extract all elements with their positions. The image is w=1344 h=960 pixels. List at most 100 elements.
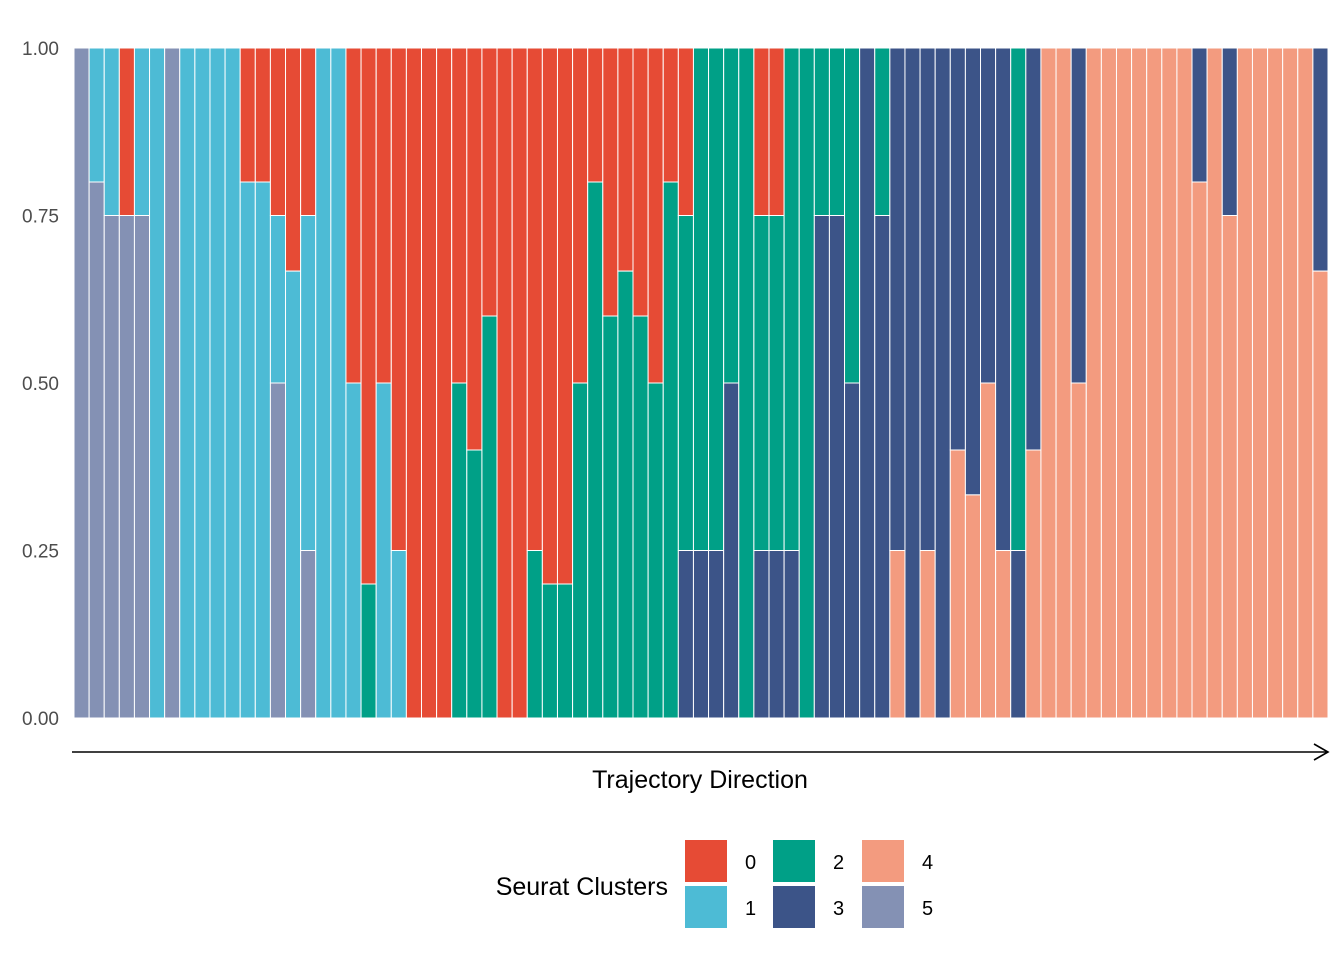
bar-segment-cluster-1 <box>133 47 151 216</box>
bar-segment-cluster-2 <box>541 583 558 719</box>
bar-segment-cluster-3 <box>844 382 861 719</box>
legend-label-1: 1 <box>745 898 756 920</box>
bar-segment-cluster-2 <box>526 550 543 719</box>
bar-segment-cluster-5 <box>300 550 317 719</box>
bar-segment-cluster-1 <box>224 47 241 719</box>
bar-segment-cluster-4 <box>1282 47 1299 719</box>
bar-segment-cluster-0 <box>632 47 649 317</box>
bar-segment-cluster-1 <box>345 382 362 719</box>
bar-segment-cluster-4 <box>1206 47 1223 719</box>
bar-segment-cluster-1 <box>390 550 407 719</box>
bar-segment-cluster-3 <box>1312 47 1329 272</box>
bar-segment-cluster-4 <box>980 382 997 719</box>
bar-segment-cluster-2 <box>738 47 755 719</box>
bar-segment-cluster-0 <box>677 47 694 216</box>
bar-segment-cluster-0 <box>496 47 513 719</box>
bar-segment-cluster-2 <box>1010 47 1027 551</box>
y-tick-label: 0.75 <box>22 207 59 228</box>
bar-segment-cluster-0 <box>466 47 483 451</box>
bar-segment-cluster-2 <box>798 47 815 719</box>
bar-segment-cluster-3 <box>859 47 876 719</box>
bar-segment-cluster-1 <box>330 47 347 719</box>
bar-segment-cluster-3 <box>964 47 982 496</box>
legend-label-4: 4 <box>922 852 933 874</box>
bar-segment-cluster-2 <box>874 47 891 216</box>
bar-segment-cluster-5 <box>88 181 105 719</box>
bar-segment-cluster-0 <box>572 47 589 384</box>
legend-label-2: 2 <box>833 852 844 874</box>
bar-segment-cluster-0 <box>662 47 679 183</box>
bar-segment-cluster-4 <box>1176 47 1193 719</box>
bar-segment-cluster-4 <box>995 550 1012 719</box>
bar-segment-cluster-4 <box>889 550 906 719</box>
legend-swatch-5 <box>862 886 904 928</box>
bar-segment-cluster-4 <box>919 550 936 719</box>
bar-segment-cluster-0 <box>375 47 392 384</box>
bar-segment-cluster-4 <box>1267 47 1284 719</box>
bar-segment-cluster-4 <box>1297 47 1314 719</box>
bar-segment-cluster-3 <box>1025 47 1042 451</box>
y-tick-label: 0.25 <box>22 542 59 563</box>
bar-segment-cluster-2 <box>844 47 861 384</box>
bar-segment-cluster-2 <box>556 583 574 719</box>
bar-segment-cluster-1 <box>103 47 120 216</box>
bar-segment-cluster-5 <box>164 47 181 719</box>
bar-segment-cluster-4 <box>1221 215 1238 719</box>
legend-swatch-4 <box>862 840 904 882</box>
bar-segment-cluster-2 <box>662 181 679 719</box>
bar-segment-cluster-0 <box>345 47 362 384</box>
bar-segment-cluster-5 <box>118 215 135 719</box>
bar-segment-cluster-5 <box>73 47 90 719</box>
bar-segment-cluster-0 <box>556 47 574 585</box>
bar-segment-cluster-3 <box>708 550 725 719</box>
bar-segment-cluster-1 <box>209 47 226 719</box>
bar-segment-cluster-3 <box>692 550 710 719</box>
bar-segment-cluster-4 <box>1236 47 1253 719</box>
bar-segment-cluster-3 <box>980 47 997 384</box>
bar-segment-cluster-4 <box>1025 449 1042 719</box>
x-axis-title: Trajectory Direction <box>592 766 808 794</box>
bar-segment-cluster-3 <box>768 550 785 719</box>
bar-segment-cluster-4 <box>1115 47 1133 719</box>
bar-segment-cluster-1 <box>88 47 105 183</box>
bar-segment-cluster-3 <box>1221 47 1238 216</box>
bar-segment-cluster-0 <box>602 47 619 317</box>
bar-segment-cluster-3 <box>995 47 1012 551</box>
bar-segment-cluster-0 <box>436 47 453 719</box>
bar-segment-cluster-0 <box>587 47 604 183</box>
legend: 0 1 2 3 4 5 <box>685 840 933 928</box>
bar-segment-cluster-0 <box>768 47 785 216</box>
bar-segment-cluster-4 <box>1100 47 1117 719</box>
bar-segment-cluster-2 <box>692 47 710 551</box>
bar-segment-cluster-0 <box>118 47 135 216</box>
bar-segment-cluster-5 <box>133 215 151 719</box>
bar-segment-cluster-2 <box>481 315 498 719</box>
bar-segment-cluster-3 <box>677 550 694 719</box>
bar-segment-cluster-0 <box>360 47 377 585</box>
bar-segment-cluster-2 <box>677 215 694 551</box>
bar-segment-cluster-2 <box>783 47 800 551</box>
bar-segment-cluster-0 <box>526 47 543 551</box>
bar-segment-cluster-2 <box>602 315 619 719</box>
bar-segment-cluster-5 <box>269 382 287 719</box>
bar-segment-cluster-4 <box>1085 47 1102 719</box>
bar-segment-cluster-2 <box>813 47 830 216</box>
bar-segment-cluster-3 <box>753 550 770 719</box>
bar-segment-cluster-1 <box>254 181 271 719</box>
bar-segment-cluster-5 <box>103 215 120 719</box>
bar-segment-cluster-2 <box>466 449 483 719</box>
bar-segment-cluster-0 <box>420 47 438 719</box>
trajectory-arrow-head <box>1313 743 1330 761</box>
bar-segment-cluster-0 <box>285 47 302 272</box>
bar-segment-cluster-1 <box>375 382 392 719</box>
bar-segment-cluster-0 <box>269 47 287 216</box>
bar-segment-cluster-4 <box>964 494 982 719</box>
bar-segment-cluster-2 <box>647 382 664 719</box>
bar-segment-cluster-4 <box>1312 270 1329 719</box>
y-axis: 0.00 0.25 0.50 0.75 1.00 <box>22 39 59 730</box>
bar-segment-cluster-2 <box>723 47 740 384</box>
legend-label-0: 0 <box>745 852 756 874</box>
bar-segment-cluster-1 <box>315 47 332 719</box>
bar-segment-cluster-3 <box>783 550 800 719</box>
y-tick-label: 0.00 <box>22 709 59 730</box>
